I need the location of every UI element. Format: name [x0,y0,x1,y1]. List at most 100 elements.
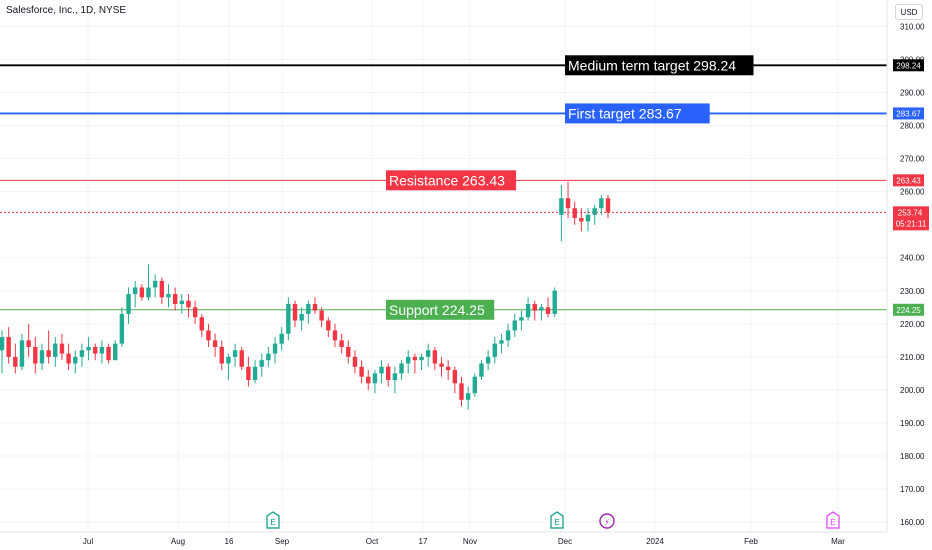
candle [113,340,118,361]
candle [479,360,484,380]
candle-body [366,376,371,384]
candle-body [559,198,564,215]
candle [585,208,591,232]
candle [179,294,185,314]
candle-body [359,366,364,377]
candle [232,343,238,367]
chart-title: Salesforce, Inc., 1D, NYSE [6,5,127,16]
price-axis[interactable]: 310.00300.00290.00280.00270.00260.00240.… [900,22,925,527]
candle-body [99,346,105,354]
candle-body [485,356,491,364]
axis-label-box-resistance [893,174,924,187]
candle [465,386,471,410]
candle [292,300,298,328]
currency-button[interactable]: USD [895,4,923,20]
candle-body [226,356,231,364]
candle-body [419,356,424,361]
candle [379,360,384,384]
candle [132,280,138,308]
candle [106,343,111,364]
candle [472,373,478,397]
candle-body [286,304,291,334]
candle [239,346,244,371]
earnings-icon [550,511,564,529]
candle [392,366,398,394]
candle [312,297,318,314]
candle [599,194,604,215]
x-tick-label: Dec [558,537,572,546]
candle [346,340,351,364]
candle [26,323,31,357]
candle [199,313,204,338]
candle [366,370,371,390]
level-tag-first: First target 283.67 [568,105,682,121]
candle-body [399,363,404,374]
candle-body [232,350,238,357]
candle [186,294,191,318]
y-tick-label: 260.00 [900,188,925,197]
candle-body [73,356,78,364]
candle [492,337,497,364]
candle-body [119,313,125,344]
candle [172,287,178,311]
axis-label-first: 283.67 [896,109,921,118]
candle-body [386,366,391,380]
candle-body [592,208,597,215]
candle [19,333,25,371]
candle [565,181,571,219]
candle-body [605,198,611,213]
candle-body [432,350,438,364]
candle-body [545,307,551,314]
candle-body [319,310,324,321]
candle-body [13,356,18,367]
candle-body [19,340,25,367]
dividend-marker: ⚡ [599,513,615,529]
candle [86,337,91,361]
candle [605,194,611,219]
candle-body [179,300,185,304]
last-price-label: 253.74 [898,208,923,217]
candle [53,337,58,367]
candle [432,346,438,371]
candle [525,297,531,321]
candle [206,323,211,347]
y-tick-label: 290.00 [900,89,925,98]
x-tick-label: 2024 [646,537,664,546]
candle [539,304,544,321]
dividend-icon [599,513,615,529]
candle-body [406,356,411,364]
candle-body [126,294,131,314]
earnings-marker: E [826,511,840,529]
candle [126,287,131,324]
candle-body [326,320,331,331]
axis-label-resistance: 263.43 [896,176,921,185]
candle-body [132,287,138,295]
candle-body [219,346,224,364]
candle [99,340,105,364]
candle [439,356,444,377]
candle-body [53,343,58,357]
level-tag-support: Support 224.25 [389,302,485,318]
candle [359,360,364,384]
candle [406,350,411,374]
time-axis[interactable]: Jul Aug 16 Sep Oct 17 Nov Dec 2024 Feb Mar [83,537,845,546]
candle [59,333,65,361]
candle-body [192,307,198,318]
x-tick-label: Mar [831,537,845,546]
y-tick-label: 310.00 [900,22,925,31]
candle [512,313,517,338]
x-tick-label: Nov [463,537,477,546]
earnings-marker: E [550,511,564,529]
event-markers: E E ⚡ E [266,511,840,529]
candle [319,307,324,328]
x-tick-label: 17 [419,537,428,546]
candle-body [159,280,165,298]
grid-lines [0,0,887,532]
candle [252,360,258,384]
candle-body [552,290,557,314]
level-tags: Medium term target 298.24 298.24 First tar… [386,55,929,320]
x-tick-label: Feb [744,537,758,546]
candle-body [505,330,511,341]
candle-body [425,350,431,357]
